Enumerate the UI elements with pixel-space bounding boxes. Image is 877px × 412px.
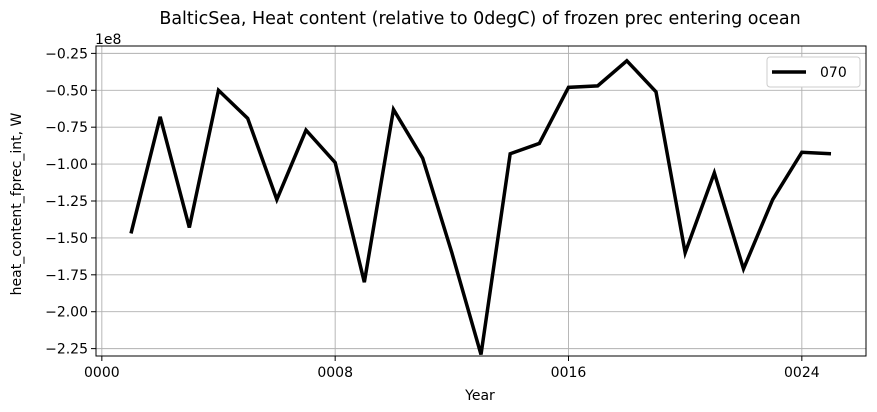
x-axis-label: Year: [464, 388, 495, 404]
legend-label: 070: [820, 65, 847, 81]
y-offset-label: 1e8: [95, 32, 121, 48]
x-tick-label: 0008: [317, 365, 353, 381]
series-line-070: [129, 58, 832, 356]
y-axis-label: heat_content_fprec_int, W: [9, 112, 25, 295]
grid: [96, 46, 866, 356]
y-tick-label: −0.75: [45, 120, 88, 136]
y-tick-label: −2.25: [45, 342, 88, 358]
y-tick-label: −1.00: [45, 157, 88, 173]
legend: 070: [766, 56, 861, 88]
y-tick-label: −0.25: [45, 46, 88, 62]
y-tick-label: −1.75: [45, 268, 88, 284]
x-axis: 0000 0008 0016 0024: [84, 356, 820, 381]
y-tick-label: −1.25: [45, 194, 88, 210]
y-tick-label: −0.50: [45, 83, 88, 99]
legend-box: [766, 56, 861, 88]
y-tick-label: −2.00: [45, 305, 88, 321]
x-tick-label: 0024: [784, 365, 820, 381]
series-layer: [129, 58, 832, 356]
y-tick-label: −1.50: [45, 231, 88, 247]
y-axis: −2.25 −2.00 −1.75 −1.50 −1.25 −1.00 −0.75 −0.50…: [45, 46, 96, 358]
x-tick-label: 0016: [551, 365, 587, 381]
chart-title: BalticSea, Heat content (relative to 0de…: [159, 9, 800, 29]
x-tick-label: 0000: [84, 365, 120, 381]
